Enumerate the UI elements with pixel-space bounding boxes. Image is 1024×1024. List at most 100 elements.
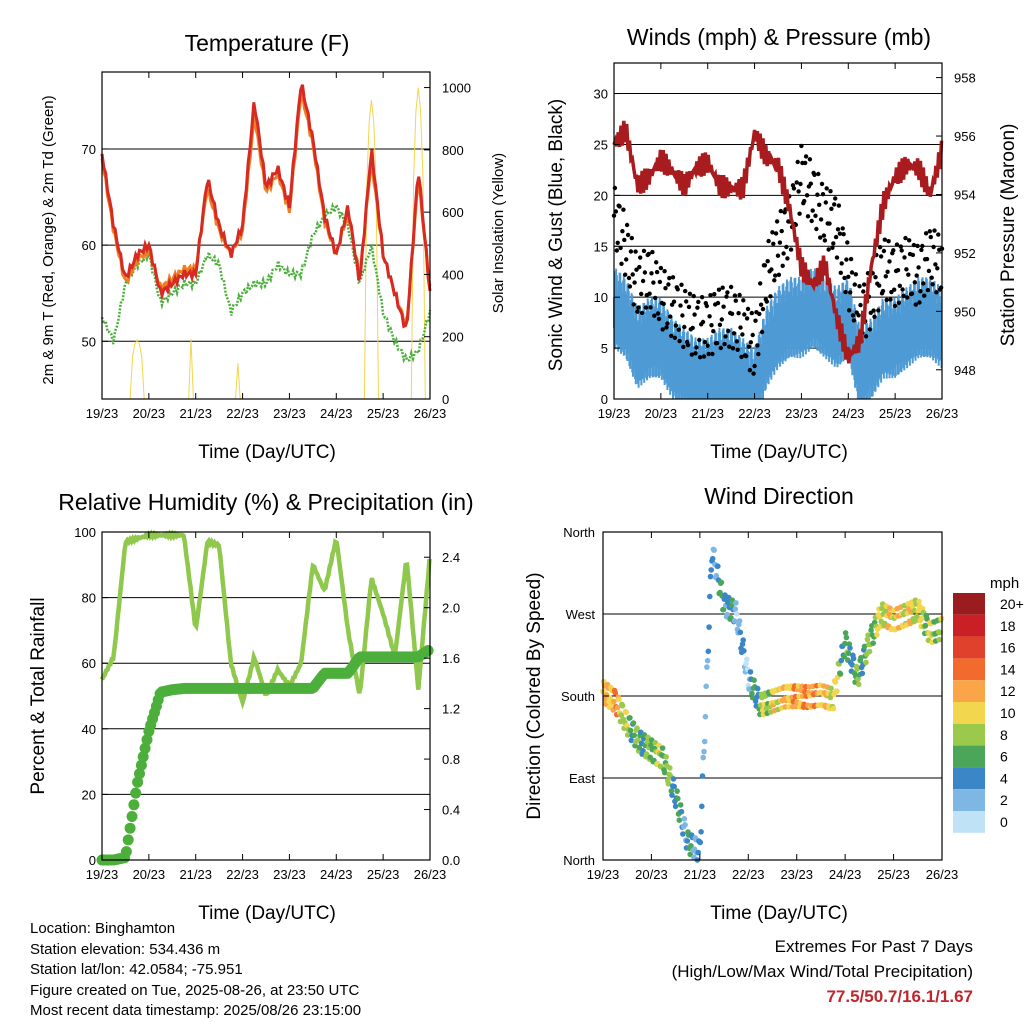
direction-point: [842, 640, 848, 647]
gust-point: [721, 304, 726, 309]
direction-point: [672, 803, 679, 810]
gust-point: [892, 287, 897, 292]
extremes-subtitle: (High/Low/Max Wind/Total Precipitation): [671, 962, 973, 981]
humidity-y2tick-label: 0.4: [442, 803, 460, 818]
direction-point: [635, 737, 641, 743]
humidity-y-axis-label: Percent & Total Rainfall: [28, 597, 49, 794]
direction-point: [616, 696, 622, 703]
gust-point: [654, 269, 660, 275]
gust-point: [776, 272, 782, 277]
gust-point: [613, 209, 619, 214]
gust-point: [844, 257, 849, 262]
gust-point: [919, 247, 924, 253]
gust-point: [775, 253, 781, 258]
gust-point: [926, 268, 932, 274]
gust-point: [848, 290, 853, 295]
winds-y2tick-label: 952: [954, 246, 976, 261]
direction-point: [699, 803, 705, 810]
gust-point: [643, 305, 649, 310]
precipitation-point: [124, 822, 136, 834]
gust-point: [831, 241, 836, 246]
gust-point: [678, 303, 683, 308]
humidity-xtick-label: 26/23: [414, 867, 447, 882]
gust-point: [718, 345, 723, 351]
winds-xtick-label: 20/23: [645, 406, 678, 421]
direction-point: [703, 683, 709, 690]
direction-point: [733, 600, 739, 606]
direction-point: [709, 555, 716, 562]
direction-point: [922, 622, 929, 629]
extremes-values: 77.5/50.7/16.1/1.67: [826, 987, 973, 1006]
station-location: Location: Binghamton: [30, 920, 176, 937]
direction-point: [754, 685, 761, 692]
direction-point: [838, 657, 845, 664]
gust-point: [856, 313, 861, 318]
gust-point: [772, 278, 777, 283]
gust-point: [878, 254, 884, 259]
direction-point: [640, 748, 646, 754]
direction-point: [868, 627, 874, 633]
winds-y2tick-label: 950: [954, 304, 976, 319]
gust-point: [820, 192, 826, 197]
temperature-xtick-label: 19/23: [86, 406, 119, 421]
direction-point: [670, 776, 677, 782]
gust-point: [910, 252, 916, 258]
gust-point: [623, 272, 628, 277]
gust-point: [755, 343, 760, 348]
direction-point: [713, 572, 720, 579]
gust-point: [627, 284, 633, 289]
gust-point: [853, 272, 858, 277]
humidity-xtick-label: 20/23: [133, 867, 166, 882]
gust-point: [750, 332, 755, 338]
direction-point: [733, 611, 740, 617]
direction-ytick-label: South: [561, 689, 595, 704]
gust-point: [624, 257, 629, 262]
direction-point: [845, 650, 852, 657]
gust-point: [697, 337, 702, 343]
gust-point: [830, 245, 835, 250]
gust-point: [744, 316, 750, 321]
gust-point: [847, 308, 852, 313]
gust-point: [819, 181, 825, 187]
gust-point: [682, 324, 687, 330]
gust-point: [758, 302, 764, 307]
gust-point: [621, 207, 626, 212]
gust-point: [647, 291, 652, 296]
direction-ytick-label: North: [563, 525, 595, 540]
gust-point: [677, 338, 682, 344]
precipitation-point: [135, 759, 147, 771]
direction-point: [919, 615, 925, 621]
direction-ytick-label: North: [563, 853, 595, 868]
gust-point: [684, 299, 689, 304]
gust-point: [707, 314, 712, 319]
gust-point: [794, 180, 799, 185]
gust-point: [769, 267, 774, 272]
gust-point: [850, 313, 856, 318]
gust-point: [701, 354, 707, 359]
temperature-x-axis-label: Time (Day/UTC): [198, 442, 336, 463]
direction-ytick-label: East: [569, 771, 595, 786]
gust-point: [635, 309, 640, 314]
gust-point: [716, 287, 722, 292]
humidity-y2tick-label: 2.0: [442, 601, 460, 616]
legend-label: 14: [1000, 661, 1016, 677]
gust-point: [827, 221, 832, 226]
temperature-panel: Temperature (F) 19/23 20/23 21/23 22/23 23/2…: [40, 30, 507, 463]
gust-point: [807, 157, 813, 162]
gust-point: [662, 269, 667, 274]
legend-label: 4: [1000, 770, 1008, 786]
precipitation-point: [134, 768, 145, 780]
gust-point: [922, 293, 927, 298]
gust-point: [699, 295, 705, 300]
gust-point: [813, 213, 818, 218]
gust-point: [867, 327, 872, 332]
gust-point: [936, 232, 941, 237]
gust-point: [747, 368, 753, 373]
direction-point: [624, 732, 631, 738]
temperature-y2tick-label: 600: [442, 205, 464, 220]
gust-point: [886, 239, 891, 244]
gust-point: [624, 222, 630, 228]
direction-point: [705, 648, 712, 655]
direction-point: [668, 788, 675, 794]
humidity-xtick-label: 24/23: [320, 867, 353, 882]
